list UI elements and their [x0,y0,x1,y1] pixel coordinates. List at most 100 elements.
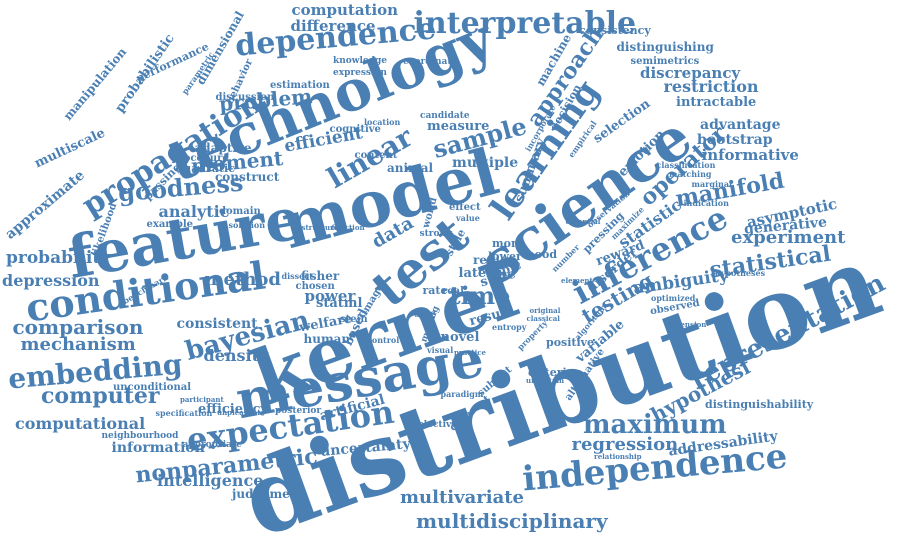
word-novel: novel [440,329,480,345]
word-difference: difference [290,16,376,35]
word-content: content [354,150,398,161]
word-essential: essential [565,216,601,226]
word-matching: matching [669,169,712,179]
word-classification: classification [656,160,716,170]
word-multiple: multiple [452,155,519,171]
word-discussion: discussion [215,92,275,103]
word-cognitive: cognitive [329,124,381,135]
word-animal: animal [387,161,434,175]
word-hypotheses: hypotheses [715,268,766,278]
word-adaptive: adaptive [194,141,252,155]
word-optimized: optimized [651,293,696,303]
word-efficiency: efficiency [198,401,268,417]
word-information: information [111,440,205,456]
word-marginal: marginal [691,179,733,189]
word-knowledge: knowledge [333,55,387,66]
word-relationship: relationship [594,451,642,461]
word-posterior: posterior [275,405,322,416]
word-quadratic: quadratic [175,161,235,175]
word-multivariate: multivariate [400,487,524,508]
word-domain: domain [219,206,261,217]
word-multidisciplinary: multidisciplinary [416,509,608,533]
word-structure: structure [301,222,339,232]
word-visual: visual [427,345,454,355]
word-rate: rate [422,283,448,297]
word-unconditional: unconditional [113,382,191,393]
word-analytic: analytic [158,202,230,221]
word-human: human [303,332,351,346]
word-paradigm: paradigm [440,389,484,399]
word-entropy: entropy [492,322,527,332]
word-bootstrap: bootstrap [697,132,773,148]
word-solution: solution [228,220,266,230]
word-consistent: consistent [176,316,258,332]
word-interpretable: interpretable [413,6,637,41]
word-classical: classical [526,313,560,323]
word-comparison: comparison [12,315,144,339]
word-example: example [146,219,194,230]
word-computational: computational [15,414,146,433]
word-dissect: dissect [281,271,313,281]
word-control: control [367,335,400,345]
word-effect: effect [449,202,481,213]
word-regression: regression [571,434,679,455]
word-informative: informative [701,145,799,164]
word-semimetrics: semimetrics [630,56,700,67]
word-region: region [473,253,517,267]
word-consistency: consistency [579,23,651,37]
word-selective: selective [413,419,457,430]
word-construct: construct [215,170,280,184]
word-chosen: chosen [295,281,335,292]
word-criterion: criterion [528,365,583,379]
word-dimension: dimension [665,319,707,329]
word-statml: statml [316,295,363,311]
word-candidate: candidate [420,110,470,121]
word-procedure: procedure [171,153,229,164]
word-uncertain: uncertain [526,375,565,385]
word-advantage: advantage [700,117,781,133]
word-original: original [529,305,561,315]
word-measure: measure [427,118,490,134]
word-size: size [414,309,436,320]
word-practice: practice [454,347,486,357]
word-appropriate: appropriate [182,439,242,450]
word-location: location [364,117,401,127]
word-latent: latent [458,265,502,281]
word-depression: depression [2,271,100,290]
word-experiment: experiment [731,227,846,248]
word-specification: specification [155,408,213,418]
word-probability: probability [6,247,111,268]
word-strong: strong [419,228,453,239]
word-time: time [449,281,511,310]
word-stein: stein [340,314,368,325]
word-multiscale: multiscale [32,125,108,171]
word-power: power [304,286,356,305]
word-method: method [204,269,282,290]
word-discrepancy: discrepancy [640,63,741,82]
word-real: real [442,286,464,297]
word-more: more [492,236,524,250]
word-mood: mood [523,247,558,261]
word-fisher: fisher [301,269,340,283]
word-indication: indication [683,198,729,208]
word-computation: computation [291,0,399,19]
word-neighbourhood: neighbourhood [101,430,179,441]
word-element: element [561,275,593,285]
word-participant: participant [180,394,224,404]
word-unpleasant: unpleasant [217,407,261,417]
word-distinguishing: distinguishing [616,40,714,54]
word-estimation: estimation [270,80,330,91]
word-value: value [456,213,480,223]
word-expression: expression [333,67,387,78]
word-positive: positive [546,335,595,349]
word-computer: computer [41,383,160,409]
word-density: density [203,346,269,365]
word-judgement: judgement [232,487,305,501]
word-coordinate: coordinate [403,56,458,67]
word-distinguishability: distinguishability [705,397,814,411]
word-intelligence: intelligence [157,471,264,490]
word-function: function [331,222,365,232]
word-mechanism: mechanism [20,334,136,355]
word-restriction: restriction [663,77,759,96]
